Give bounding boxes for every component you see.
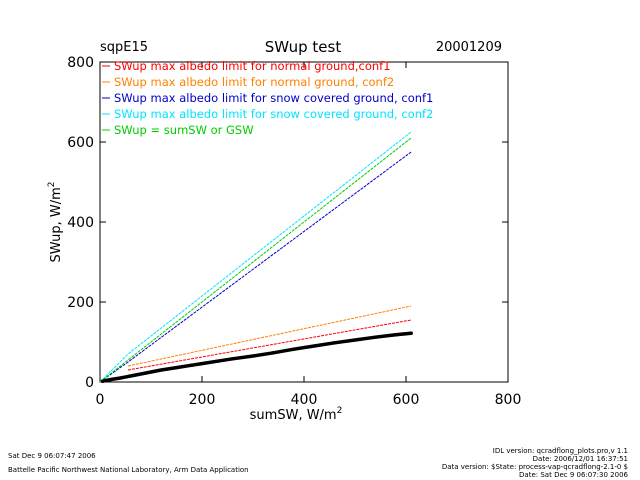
axis-ticks: 0 200 400 600 800 0 200 400 600 800	[67, 55, 521, 408]
data-point	[129, 374, 133, 378]
footer-lab: Battelle Pacific Northwest National Labo…	[8, 466, 249, 474]
data-point	[118, 376, 122, 380]
y-tick-label: 400	[67, 215, 94, 231]
legend-entry: SWup = sumSW or GSW	[114, 123, 254, 137]
y-tick-label: 0	[85, 375, 94, 391]
date-label: 20001209	[436, 40, 502, 55]
footer-idl-date: Date: 2006/12/01 16:37:51	[533, 455, 628, 463]
series-line-1	[127, 305, 412, 367]
data-point	[373, 335, 377, 339]
series-line-0	[127, 319, 412, 371]
data-point	[200, 362, 204, 366]
legend-entry: SWup max albedo limit for normal ground,…	[114, 59, 391, 73]
chart-title: SWup test	[265, 38, 342, 56]
y-tick-label: 800	[67, 55, 94, 71]
x-tick-label: 0	[96, 392, 105, 408]
footer-idl-version: IDL version: qcradflong_plots.pro,v 1.1	[493, 447, 628, 455]
site-label: sqpE15	[100, 40, 148, 55]
data-point	[101, 379, 105, 383]
footer-data-date: Date: Sat Dec 9 06:07:30 2006	[519, 471, 628, 479]
footer-timestamp: Sat Dec 9 06:07:47 2006	[8, 452, 96, 460]
data-points-band	[100, 331, 413, 383]
data-point	[149, 370, 153, 374]
data-point	[271, 351, 275, 355]
y-axis-label: SWup, W/m2	[47, 181, 64, 262]
x-tick-label: 600	[393, 392, 420, 408]
legend-entry: SWup max albedo limit for snow covered g…	[114, 107, 433, 121]
data-point	[353, 338, 357, 342]
data-point	[175, 366, 178, 370]
data-point	[409, 331, 413, 335]
data-point	[394, 333, 398, 337]
data-point	[159, 368, 163, 372]
footer-data-version: Data version: $State: process-vap-qcradf…	[442, 463, 628, 471]
legend-entry: SWup max albedo limit for normal ground,…	[114, 75, 394, 89]
data-point	[333, 341, 337, 345]
data-point	[108, 378, 112, 382]
x-axis-label: sumSW, W/m2	[250, 406, 343, 423]
data-point	[190, 363, 194, 367]
x-tick-label: 800	[495, 392, 522, 408]
y-tick-label: 200	[67, 295, 94, 311]
series-line-2	[99, 151, 412, 383]
data-point	[231, 357, 235, 361]
data-point	[312, 344, 316, 348]
series-line-4	[99, 137, 412, 383]
data-point	[139, 372, 143, 376]
data-point	[251, 354, 255, 358]
series-layer	[99, 131, 413, 383]
series-line-3	[99, 131, 412, 383]
data-point	[292, 347, 296, 351]
legend-entry: SWup max albedo limit for snow covered g…	[114, 91, 433, 105]
x-tick-label: 400	[291, 392, 318, 408]
x-tick-label: 200	[189, 392, 216, 408]
data-point	[215, 359, 219, 363]
legend: SWup max albedo limit for normal ground,…	[102, 59, 433, 137]
y-tick-label: 600	[67, 135, 94, 151]
